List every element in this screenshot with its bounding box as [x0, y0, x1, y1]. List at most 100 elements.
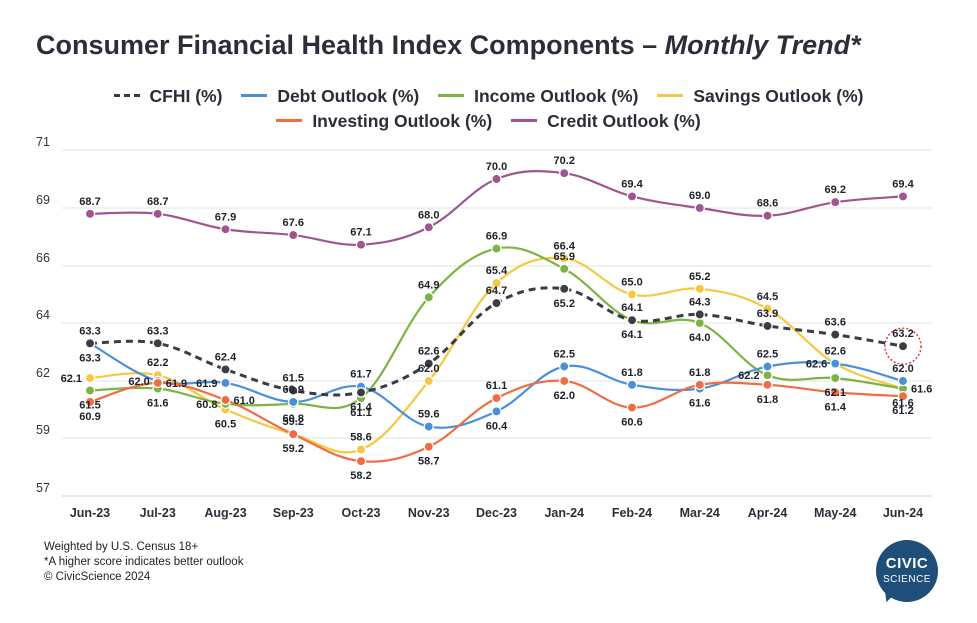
data-label-savings: 59.2: [283, 443, 304, 455]
data-label-savings: 65.0: [621, 277, 642, 289]
legend-label-credit: Credit Outlook (%): [547, 111, 701, 131]
data-point-credit: [897, 191, 909, 202]
data-point-income: [559, 263, 570, 275]
data-point-credit: [355, 239, 367, 250]
data-label-income: 62.1: [825, 387, 846, 399]
data-point-investing: [626, 402, 638, 413]
legend-swatch-debt: [241, 93, 268, 97]
legend-label-cfhi: CFHI (%): [149, 86, 223, 106]
data-label-credit: 68.6: [757, 198, 778, 210]
data-point-investing: [694, 379, 706, 391]
legend-label-investing: Investing Outlook (%): [312, 111, 493, 131]
x-tick-label: Sep-23: [273, 506, 314, 520]
data-label-income: 62.2: [738, 370, 759, 382]
data-label-income: 64.1: [621, 329, 642, 341]
data-label-credit: 67.6: [283, 217, 304, 229]
legend-item-savings: Savings Outlook (%): [657, 86, 863, 107]
data-point-credit: [694, 202, 706, 214]
data-point-income: [830, 372, 841, 384]
legend-swatch-credit: [511, 118, 538, 122]
data-label-income: 61.6: [147, 398, 168, 410]
data-point-investing: [84, 396, 96, 408]
y-tick-label: 59: [36, 423, 50, 437]
footnote-weighting: Weighted by U.S. Census 18+: [44, 541, 199, 553]
data-point-savings: [626, 289, 638, 300]
x-tick-label: Jul-23: [140, 506, 176, 520]
data-point-cfhi: [355, 387, 367, 398]
data-point-cfhi: [626, 314, 638, 326]
x-tick-label: Feb-24: [612, 506, 652, 520]
data-label-cfhi: 63.3: [147, 325, 168, 337]
data-label-investing: 59.2: [283, 416, 304, 428]
legend-row-1: CFHI (%) Debt Outlook (%) Income Outlook…: [0, 86, 977, 107]
data-point-debt: [626, 379, 638, 391]
data-point-debt: [762, 361, 773, 372]
data-point-savings: [762, 303, 773, 314]
civicscience-logo: CIVIC SCIENCE: [876, 540, 938, 602]
legend-item-credit: Credit Outlook (%): [511, 111, 701, 132]
data-label-savings: 62.0: [418, 363, 439, 375]
data-point-credit: [491, 173, 502, 185]
data-point-credit: [220, 224, 231, 235]
data-label-investing: 62.0: [554, 390, 575, 402]
data-label-cfhi: 61.5: [283, 373, 304, 385]
data-point-credit: [152, 208, 163, 220]
y-tick-label: 62: [36, 366, 50, 380]
data-point-debt: [491, 406, 502, 417]
data-label-cfhi: 64.3: [689, 296, 710, 308]
data-point-cfhi: [84, 338, 96, 349]
data-point-investing: [287, 428, 299, 440]
data-label-investing: 58.2: [350, 470, 371, 482]
data-point-credit: [84, 208, 96, 220]
data-label-debt: 61.8: [621, 367, 642, 379]
data-label-income: 64.9: [418, 279, 439, 291]
legend-label-income: Income Outlook (%): [474, 86, 639, 106]
data-label-debt: 63.3: [79, 352, 100, 364]
y-tick-label: 69: [36, 193, 50, 207]
data-point-cfhi: [897, 340, 909, 352]
data-label-income: 61.1: [350, 407, 371, 419]
data-point-credit: [423, 222, 434, 233]
data-label-income: 66.9: [486, 231, 507, 243]
data-label-debt: 62.6: [806, 359, 827, 371]
logo-text-civic: CIVIC: [885, 555, 929, 572]
data-label-credit: 69.4: [621, 178, 643, 190]
data-label-debt: 61.7: [350, 369, 371, 381]
data-label-income: 60.8: [283, 413, 304, 425]
data-point-savings: [84, 372, 96, 384]
data-point-income: [491, 243, 502, 254]
legend-swatch-savings: [657, 93, 684, 97]
data-label-cfhi: 62.4: [215, 351, 237, 363]
data-point-debt: [287, 396, 299, 408]
data-label-credit: 70.0: [486, 161, 507, 173]
data-label-savings: 65.4: [486, 265, 508, 277]
data-point-credit: [762, 210, 773, 221]
data-label-savings: 62.2: [147, 357, 168, 369]
data-label-debt: 62.0: [128, 376, 149, 388]
data-label-income: 65.9: [554, 251, 575, 263]
data-point-savings: [355, 444, 367, 455]
data-point-debt: [220, 377, 231, 389]
data-label-investing: 61.2: [892, 405, 913, 417]
data-label-cfhi: 63.6: [825, 317, 846, 329]
chart-title-main: Consumer Financial Health Index Componen…: [36, 30, 665, 60]
data-point-cfhi: [152, 338, 163, 349]
data-label-savings: 58.6: [350, 432, 371, 444]
data-point-credit: [287, 229, 299, 241]
data-point-cfhi: [762, 320, 773, 332]
data-point-cfhi: [559, 283, 570, 295]
y-tick-label: 64: [36, 308, 50, 322]
x-tick-label: Jun-24: [883, 506, 923, 520]
y-tick-label: 66: [36, 251, 50, 265]
data-label-savings: 61.6: [911, 384, 932, 396]
logo-text-science: SCIENCE: [883, 574, 931, 585]
legend-swatch-income: [438, 93, 465, 97]
data-label-debt: 62.5: [554, 349, 575, 361]
data-label-cfhi: 63.2: [892, 328, 913, 340]
data-point-savings: [559, 253, 570, 264]
data-label-cfhi: 64.1: [621, 302, 642, 314]
data-label-savings: 65.2: [689, 271, 710, 283]
data-label-investing: 60.6: [621, 417, 642, 429]
data-point-savings: [694, 283, 706, 295]
